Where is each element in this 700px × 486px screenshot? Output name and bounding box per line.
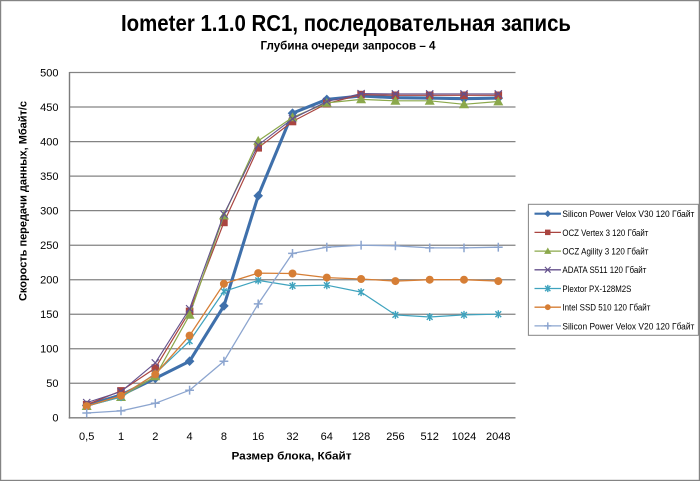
- svg-text:32: 32: [286, 431, 298, 443]
- svg-text:512: 512: [421, 431, 439, 443]
- svg-text:Скорость передачи данных, Мбай: Скорость передачи данных, Мбайт/с: [18, 101, 30, 301]
- svg-text:Silicon Power Velox V30 120 Гб: Silicon Power Velox V30 120 Гбайт: [562, 209, 695, 220]
- svg-text:300: 300: [40, 206, 58, 218]
- svg-text:350: 350: [40, 171, 58, 183]
- svg-text:1024: 1024: [452, 431, 476, 443]
- svg-text:8: 8: [221, 431, 227, 443]
- svg-text:Глубина очереди запросов – 4: Глубина очереди запросов – 4: [261, 39, 436, 53]
- svg-text:500: 500: [40, 67, 58, 79]
- svg-text:50: 50: [46, 378, 58, 390]
- svg-text:1: 1: [118, 431, 124, 443]
- svg-text:0: 0: [52, 413, 58, 425]
- svg-text:100: 100: [40, 344, 58, 356]
- svg-text:150: 150: [40, 309, 58, 321]
- svg-text:Размер блока, Кбайт: Размер блока, Кбайт: [232, 451, 353, 463]
- svg-text:4: 4: [187, 431, 193, 443]
- svg-text:16: 16: [252, 431, 264, 443]
- svg-text:Intel SSD 510 120 Гбайт: Intel SSD 510 120 Гбайт: [562, 303, 651, 314]
- svg-text:450: 450: [40, 102, 58, 114]
- svg-text:2048: 2048: [486, 431, 510, 443]
- svg-text:OCZ Vertex 3 120 Гбайт: OCZ Vertex 3 120 Гбайт: [562, 228, 649, 239]
- svg-text:Iometer 1.1.0 RC1, последовате: Iometer 1.1.0 RC1, последовательная запи…: [121, 10, 571, 36]
- svg-text:200: 200: [40, 275, 58, 287]
- svg-text:ADATA S511 120 Гбайт: ADATA S511 120 Гбайт: [562, 265, 647, 276]
- svg-text:64: 64: [321, 431, 333, 443]
- svg-text:128: 128: [352, 431, 370, 443]
- svg-text:250: 250: [40, 240, 58, 252]
- svg-text:256: 256: [386, 431, 404, 443]
- svg-text:OCZ Agility 3 120 Гбайт: OCZ Agility 3 120 Гбайт: [562, 247, 649, 258]
- svg-text:Plextor PX-128M2S: Plextor PX-128M2S: [562, 284, 631, 295]
- svg-text:2: 2: [152, 431, 158, 443]
- svg-text:0,5: 0,5: [79, 431, 94, 443]
- svg-text:400: 400: [40, 137, 58, 149]
- svg-text:Silicon Power Velox V20 120 Гб: Silicon Power Velox V20 120 Гбайт: [562, 321, 695, 332]
